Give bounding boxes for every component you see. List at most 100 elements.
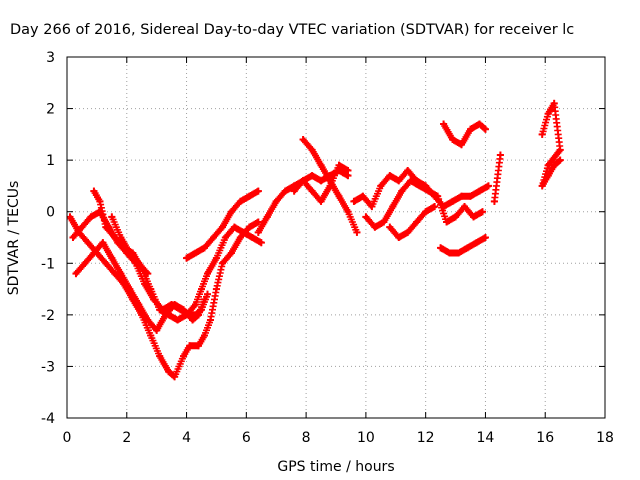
data-point	[362, 213, 370, 221]
data-point	[544, 110, 552, 118]
data-point	[449, 197, 457, 205]
series-track-9	[290, 161, 352, 205]
data-point	[416, 182, 424, 190]
data-point	[308, 187, 316, 195]
data-point	[422, 208, 430, 216]
data-point	[245, 223, 253, 231]
data-point	[538, 130, 546, 138]
data-point	[183, 311, 191, 319]
data-point	[398, 187, 406, 195]
data-point	[395, 234, 403, 241]
data-point	[81, 259, 89, 267]
data-point	[404, 166, 412, 174]
x-axis-label: GPS time / hours	[277, 459, 394, 475]
data-point	[72, 270, 80, 278]
data-point	[117, 270, 125, 278]
data-point	[437, 244, 445, 252]
data-point	[144, 270, 152, 278]
data-point	[353, 228, 361, 236]
data-point	[446, 249, 454, 257]
series-track-15	[490, 151, 504, 205]
x-tick-label: 8	[302, 430, 311, 446]
data-point	[212, 254, 220, 262]
data-point	[156, 352, 164, 360]
data-point	[407, 177, 415, 185]
data-point	[135, 259, 143, 267]
plot-frame	[66, 56, 606, 419]
data-point	[496, 151, 504, 159]
data-point	[458, 141, 466, 149]
data-point	[317, 177, 325, 185]
series-track-14	[440, 120, 489, 149]
data-point	[475, 120, 483, 128]
data-point	[108, 254, 116, 262]
data-point	[550, 161, 558, 169]
data-point	[344, 166, 352, 174]
y-tick-label: 2	[46, 102, 55, 118]
data-point	[203, 270, 211, 278]
y-tick-label: -2	[41, 308, 55, 324]
data-point	[350, 197, 358, 205]
data-point	[254, 228, 262, 236]
data-point	[186, 342, 194, 350]
data-point	[90, 187, 98, 195]
data-point	[461, 203, 469, 211]
data-point	[538, 182, 546, 190]
series-track-11	[362, 177, 486, 231]
data-point	[478, 208, 486, 216]
data-point	[386, 223, 394, 231]
data-point	[218, 259, 226, 267]
data-point	[236, 234, 244, 241]
grid	[67, 57, 605, 418]
data-point	[78, 223, 86, 231]
data-point	[467, 192, 474, 200]
data-point	[135, 301, 143, 309]
data-point	[248, 234, 256, 241]
data-point	[183, 254, 191, 262]
y-tick-label: 1	[46, 153, 55, 169]
series-track-13	[437, 234, 489, 257]
data-point	[389, 203, 397, 211]
data-point	[317, 161, 325, 169]
y-tick-label: -4	[41, 411, 55, 427]
x-tick-label: 18	[596, 430, 614, 446]
data-point	[481, 125, 489, 133]
data-point	[484, 182, 492, 190]
data-point	[165, 311, 173, 319]
data-point	[209, 234, 217, 241]
data-point	[380, 218, 388, 226]
chart-title: Day 266 of 2016, Sidereal Day-to-day VTE…	[10, 22, 574, 38]
x-tick-label: 0	[63, 430, 72, 446]
data-point	[556, 146, 564, 154]
data-point	[431, 203, 439, 211]
x-tick-label: 16	[536, 430, 554, 446]
data-point	[192, 301, 200, 309]
data-point	[326, 182, 334, 190]
data-point	[368, 203, 376, 211]
data-point	[550, 99, 558, 107]
data-point	[99, 239, 107, 247]
y-tick-label: -1	[41, 256, 55, 272]
series-track-12	[386, 203, 439, 241]
data-point	[200, 244, 208, 252]
y-axis-label: SDTVAR / TECUs	[6, 181, 22, 296]
data-point	[84, 239, 92, 247]
data-point	[472, 239, 480, 247]
data-point	[147, 285, 155, 293]
data-point	[299, 177, 307, 185]
data-point	[434, 192, 442, 200]
data-point	[87, 213, 95, 221]
data-point	[272, 197, 280, 205]
data-point	[195, 342, 203, 350]
data-point	[227, 208, 235, 216]
data-point	[455, 249, 463, 257]
x-tick-label: 6	[242, 430, 251, 446]
data-point	[254, 187, 262, 195]
data-point	[230, 223, 238, 231]
data-point	[147, 331, 155, 339]
data-point	[108, 213, 116, 221]
data-point	[165, 368, 173, 376]
data-point	[371, 223, 379, 231]
data-point	[236, 197, 244, 205]
